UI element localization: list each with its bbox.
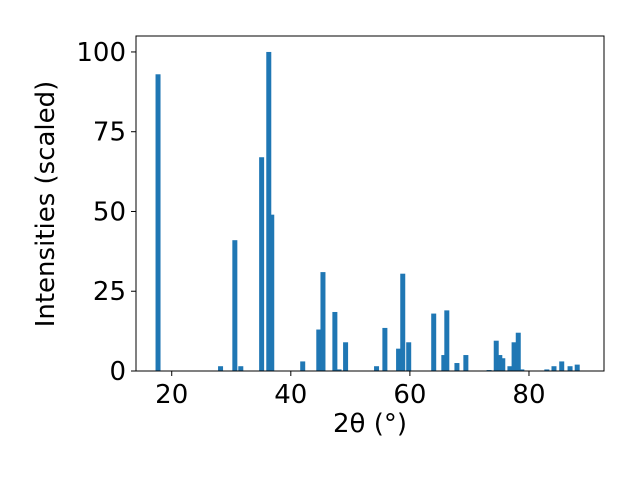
bar <box>374 366 380 371</box>
x-tick-label: 60 <box>393 380 426 410</box>
bar <box>497 355 503 371</box>
bar <box>515 332 521 371</box>
bar <box>519 369 525 371</box>
bar <box>336 369 342 371</box>
bar <box>343 342 349 371</box>
y-tick-label: 0 <box>109 357 126 387</box>
bar <box>218 366 224 371</box>
y-tick-label: 25 <box>93 277 126 307</box>
bar <box>382 327 388 371</box>
bar <box>259 157 265 371</box>
y-tick-label: 100 <box>76 38 126 68</box>
bar <box>507 366 513 371</box>
bar <box>316 329 322 371</box>
x-tick-label: 20 <box>155 380 188 410</box>
bar <box>567 366 573 371</box>
bar <box>454 363 460 371</box>
y-tick-label: 75 <box>93 118 126 148</box>
bar <box>500 358 506 371</box>
bar <box>551 366 557 371</box>
bar <box>463 355 469 371</box>
bar <box>574 364 580 371</box>
bar <box>332 311 338 371</box>
bar <box>232 240 238 371</box>
bar <box>396 348 402 371</box>
x-tick-label: 80 <box>512 380 545 410</box>
bar <box>441 355 447 371</box>
bar <box>511 342 517 371</box>
bar <box>320 272 326 371</box>
bar <box>155 74 161 372</box>
x-tick-label: 40 <box>274 380 307 410</box>
bar <box>406 342 412 371</box>
y-axis-label: Intensities (scaled) <box>31 81 61 328</box>
bar <box>300 361 306 371</box>
bar <box>269 214 275 371</box>
bar <box>444 310 450 371</box>
y-tick-label: 50 <box>93 197 126 227</box>
bar <box>544 369 550 371</box>
bar <box>400 273 406 371</box>
bar <box>266 51 272 371</box>
bar <box>431 313 437 371</box>
x-axis-label: 2θ (°) <box>333 409 407 439</box>
bar <box>493 340 499 371</box>
bar <box>559 361 565 371</box>
bar <box>238 366 244 371</box>
plot-frame <box>135 35 605 372</box>
